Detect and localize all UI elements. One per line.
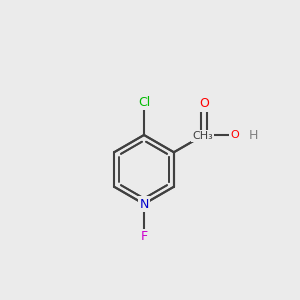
Text: O: O (230, 130, 239, 140)
Text: CH₃: CH₃ (192, 131, 213, 141)
Text: N: N (139, 197, 149, 211)
Text: F: F (140, 230, 148, 243)
Text: Cl: Cl (138, 96, 150, 109)
Text: O: O (199, 98, 209, 110)
Text: H: H (249, 128, 259, 142)
